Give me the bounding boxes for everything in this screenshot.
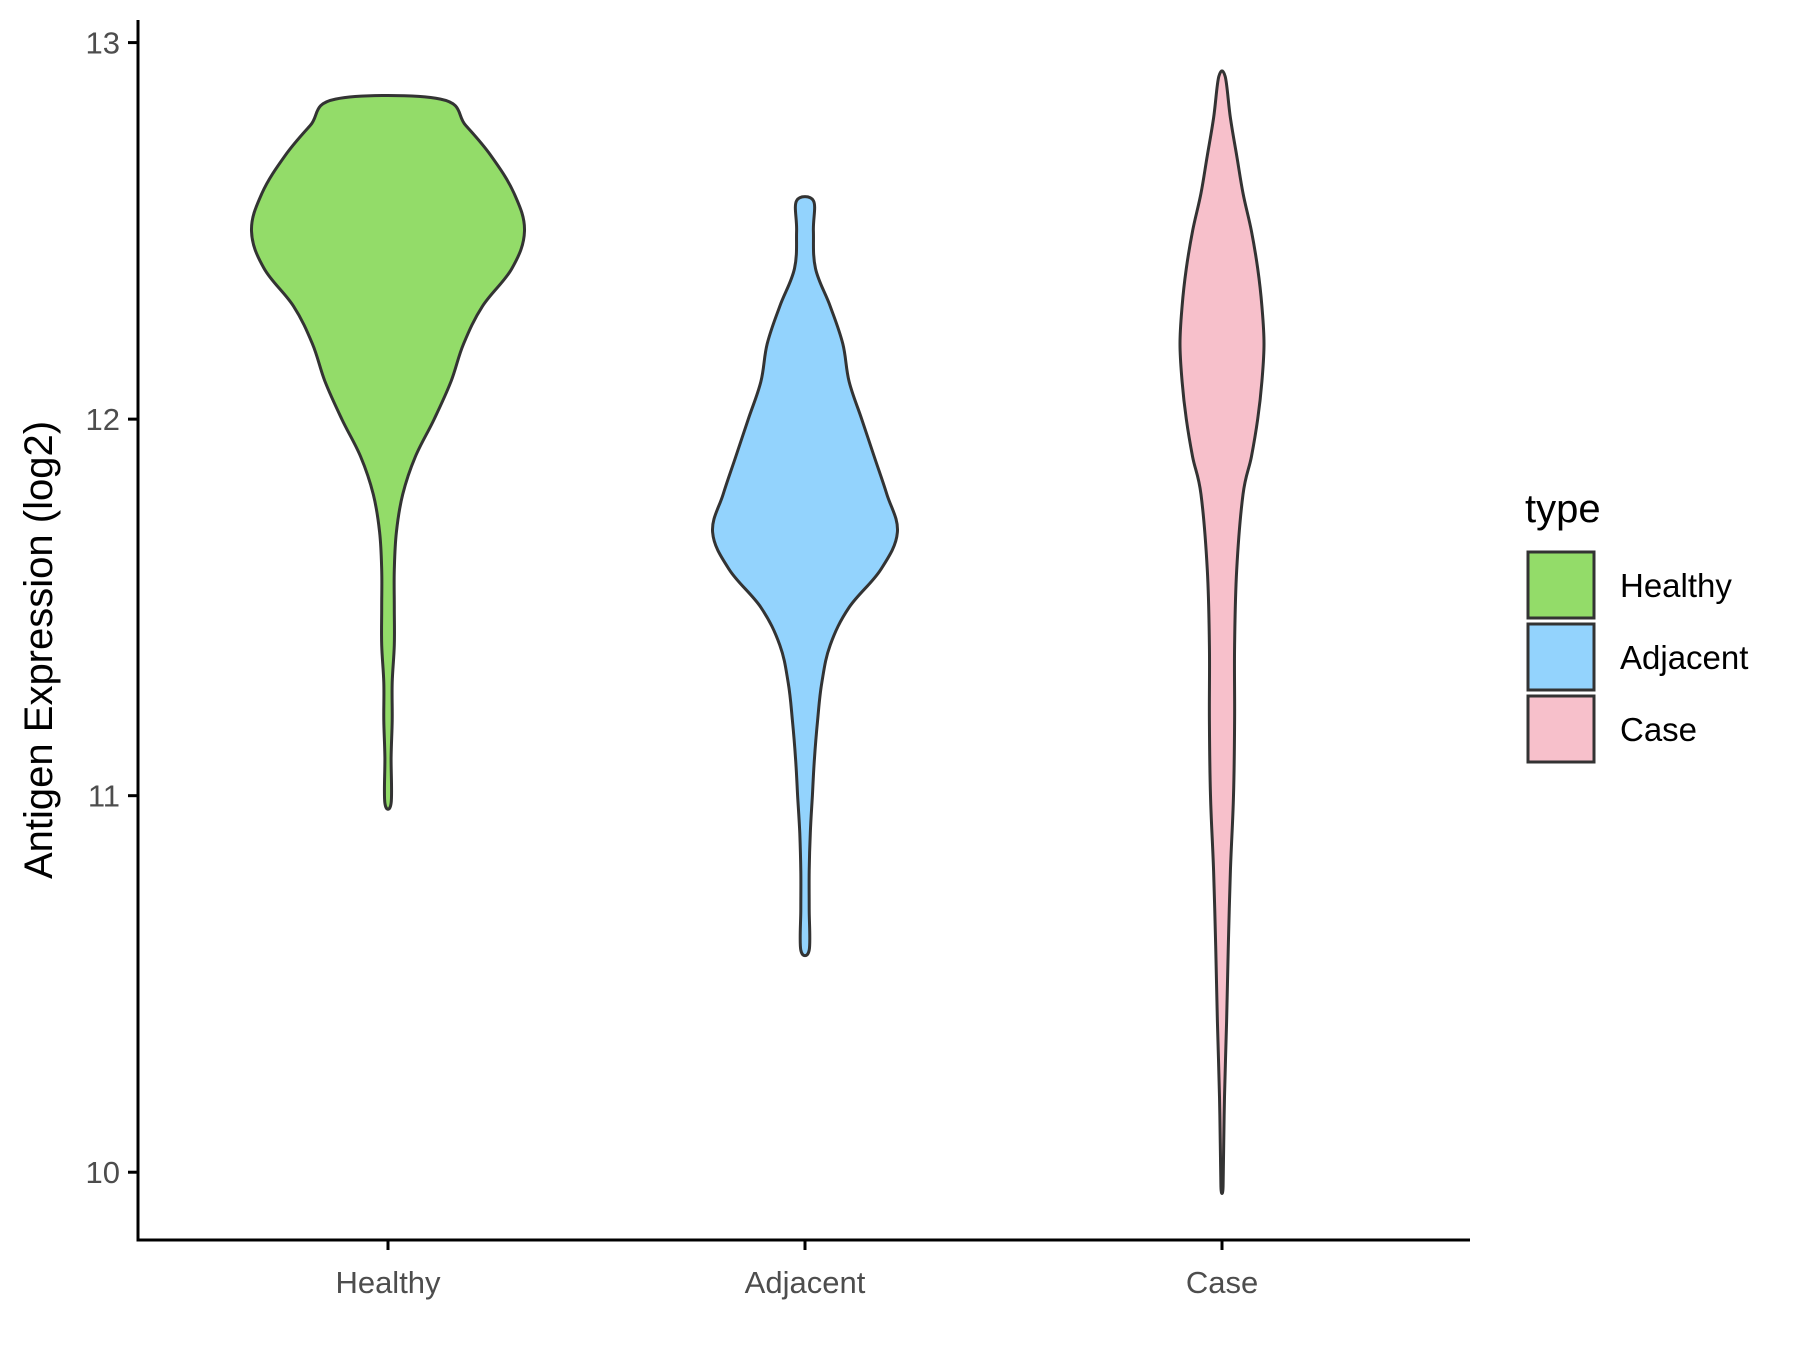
plot-area [249, 69, 1266, 1196]
violin-case [1178, 69, 1266, 1196]
legend-swatch-healthy [1526, 550, 1596, 620]
y-tick-label: 13 [86, 26, 120, 61]
legend-label-healthy: Healthy [1620, 567, 1732, 604]
legend: type Healthy Adjacent Case [1525, 487, 1748, 764]
x-tick-label: Healthy [335, 1265, 441, 1300]
x-tick-label: Case [1186, 1265, 1258, 1300]
violin-adjacent [711, 195, 899, 958]
legend-swatch-case [1526, 694, 1596, 764]
violin-healthy [249, 94, 527, 811]
y-axis-title: Antigen Expression (log2) [17, 421, 61, 879]
y-tick-label: 10 [86, 1155, 120, 1190]
legend-title: type [1525, 487, 1601, 531]
y-tick-label: 12 [86, 402, 120, 437]
legend-items: Healthy Adjacent Case [1526, 550, 1748, 764]
legend-label-adjacent: Adjacent [1620, 639, 1748, 676]
legend-swatch-adjacent [1526, 622, 1596, 692]
legend-label-case: Case [1620, 711, 1697, 748]
axes: 10 11 12 13 Healthy Adjacent Case Antigen Exp… [17, 20, 1470, 1300]
x-axis-ticks: Healthy Adjacent Case [335, 1240, 1258, 1300]
x-tick-label: Adjacent [745, 1265, 866, 1300]
y-axis-ticks: 10 11 12 13 [86, 26, 138, 1190]
y-tick-label: 11 [88, 779, 120, 814]
